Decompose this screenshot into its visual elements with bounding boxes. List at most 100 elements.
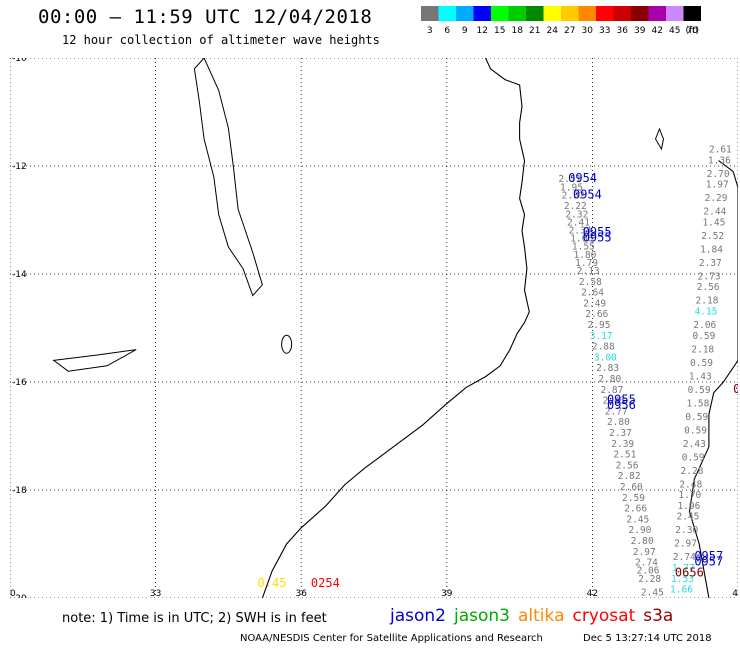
legend-bin-label: 45 bbox=[669, 26, 680, 36]
pass-time-label: 0957 bbox=[694, 549, 723, 563]
swh-track-a-label: 2.82 bbox=[562, 190, 585, 201]
lat-tick-label: -12 bbox=[12, 162, 27, 172]
swh-track-a-label: 2.95 bbox=[588, 320, 611, 331]
swh-track-b-label: 2.48 bbox=[679, 479, 702, 490]
legend-bin-label: 36 bbox=[617, 26, 629, 36]
legend-swatch bbox=[508, 6, 526, 21]
swh-track-b-label: 1.84 bbox=[700, 244, 723, 255]
swh-track-b-label: 2.18 bbox=[691, 344, 714, 355]
map-panel: 2.51 1.95 2.82 2.22 2.32 2.41 2.34 1.68 1.55 1.80… bbox=[10, 58, 738, 598]
swh-track-a-label: 2.80 bbox=[631, 536, 654, 547]
swh-track-a-label: 2.82 bbox=[618, 471, 641, 482]
pass-time-label: 0954 bbox=[573, 187, 602, 201]
pass-time-label: 0956 bbox=[607, 398, 636, 412]
swh-track-b-label: 0.59 bbox=[685, 412, 708, 423]
swh-track-b-label: 2.06 bbox=[693, 320, 716, 331]
swh-track-a-label: 2.58 bbox=[579, 277, 602, 288]
swh-track-a-label: 2.66 bbox=[624, 504, 647, 515]
satellite-legend-cryosat: cryosat bbox=[572, 606, 636, 626]
legend-bin-label: 18 bbox=[512, 26, 524, 36]
satellite-legend-altika: altika bbox=[518, 606, 565, 626]
swh-track-a-label: 2.34 bbox=[569, 226, 592, 237]
legend-bin-label: 70 bbox=[687, 26, 699, 36]
swh-track-a-label: 2.51 bbox=[613, 450, 636, 461]
legend-swatch bbox=[421, 6, 439, 21]
legend-bin-label: 21 bbox=[529, 26, 540, 36]
swh-track-b-label: 1.96 bbox=[677, 501, 700, 512]
swh-track-b-label: 1.43 bbox=[689, 371, 712, 382]
legend-bin-label: 6 bbox=[444, 26, 450, 36]
swh-track-a-label: 2.13 bbox=[577, 266, 600, 277]
swh-track-a-label: 2.90 bbox=[629, 525, 652, 536]
comoros-island bbox=[654, 127, 665, 151]
legend-swatch bbox=[473, 6, 491, 21]
swh-track-b-label: 1.66 bbox=[670, 585, 693, 596]
swh-track-a-label: 2.32 bbox=[565, 209, 588, 220]
lon-tick-label: 33 bbox=[150, 589, 161, 598]
legend-unit-label: (ft) bbox=[685, 26, 699, 36]
legend-bin-label: 24 bbox=[547, 26, 559, 36]
swh-track-a-label: 2.22 bbox=[564, 201, 587, 212]
lon-tick-label: 45 bbox=[732, 589, 738, 598]
legend-swatch bbox=[526, 6, 544, 21]
legend-bin-label: 39 bbox=[634, 26, 646, 36]
swh-track-a-label: 2.06 bbox=[637, 566, 660, 577]
pass-time-label: 0955 bbox=[583, 225, 612, 239]
swh-track-a-label: 2.45 bbox=[626, 514, 649, 525]
legend-bin-label: 42 bbox=[652, 26, 663, 36]
lon-tick-label: 36 bbox=[295, 589, 307, 598]
legend-swatch bbox=[456, 6, 474, 21]
pass-time-label: 0954 bbox=[568, 171, 597, 185]
legend-bin-label: 33 bbox=[599, 26, 610, 36]
credit-text: NOAA/NESDIS Center for Satellite Applica… bbox=[240, 633, 543, 644]
swh-track-b-label: 2.70 bbox=[707, 169, 730, 180]
swh-track-a-label: 2.80 bbox=[607, 417, 630, 428]
legend-swatch bbox=[561, 6, 579, 21]
swh-track-b-label: 2.44 bbox=[703, 207, 726, 218]
lat-tick-label: -20 bbox=[12, 594, 27, 598]
swh-track-a-label: 2.28 bbox=[638, 574, 661, 585]
swh-track-b-label: 0.59 bbox=[682, 452, 705, 463]
legend-swatch bbox=[491, 6, 509, 21]
lat-tick-label: -16 bbox=[12, 378, 27, 388]
swh-track-b-label: 2.74 bbox=[673, 552, 696, 563]
lake-malawi bbox=[193, 58, 263, 297]
pass-time-label: 0955 bbox=[583, 231, 612, 245]
legend-swatch bbox=[683, 6, 701, 21]
page-title: 00:00 – 11:59 UTC 12/04/2018 bbox=[38, 6, 373, 28]
swh-track-a-label: 2.59 bbox=[622, 493, 645, 504]
swh-track-a-label: 2.88 bbox=[592, 342, 615, 353]
legend-swatch bbox=[543, 6, 561, 21]
swh-track-b-label: 0.59 bbox=[684, 425, 707, 436]
swh-track-b-label: 2.73 bbox=[698, 271, 721, 282]
swh-track-b-label: 2.52 bbox=[701, 231, 724, 242]
legend-bin-label: 27 bbox=[564, 26, 575, 36]
swh-track-a-label: 2.43 bbox=[603, 396, 626, 407]
legend-swatch bbox=[596, 6, 614, 21]
pass-time-label: 0655 bbox=[733, 382, 738, 396]
swh-track-a-label: 2.74 bbox=[635, 558, 658, 569]
swh-track-a-label: 1.79 bbox=[575, 258, 598, 269]
swh-track-a-label: 2.60 bbox=[620, 482, 643, 493]
swh-track-b-label: 1.70 bbox=[678, 490, 701, 501]
lon-tick-label: 39 bbox=[441, 589, 453, 598]
swh-track-b-label: 1.58 bbox=[686, 398, 709, 409]
coastline-africa bbox=[261, 58, 530, 598]
pass-time-label: 0957 bbox=[694, 555, 723, 569]
satellite-legend-jason2: jason2 bbox=[390, 606, 446, 626]
swh-track-b-label: 2.61 bbox=[709, 145, 732, 156]
swh-track-b-label: 2.37 bbox=[699, 258, 722, 269]
swh-track-b-label: 1.77 bbox=[672, 563, 695, 574]
swh-track-b-label: 0.59 bbox=[688, 385, 711, 396]
satellite-legend-jason3: jason3 bbox=[454, 606, 510, 626]
swh-track-b-label: 2.56 bbox=[697, 282, 720, 293]
credit-timestamp: Dec 5 13:27:14 UTC 2018 bbox=[583, 633, 712, 644]
legend-swatch bbox=[648, 6, 666, 21]
pass-time-label: 0955 bbox=[607, 393, 636, 407]
swh-track-b-label: 2.45 bbox=[676, 512, 699, 523]
swh-track-a-label: 3.17 bbox=[590, 331, 613, 342]
legend-bin-label: 12 bbox=[477, 26, 488, 36]
swh-track-b-label: 1.45 bbox=[702, 217, 725, 228]
satellite-legend-s3a: s3a bbox=[643, 606, 674, 626]
swh-track-a-label: 2.37 bbox=[609, 428, 632, 439]
